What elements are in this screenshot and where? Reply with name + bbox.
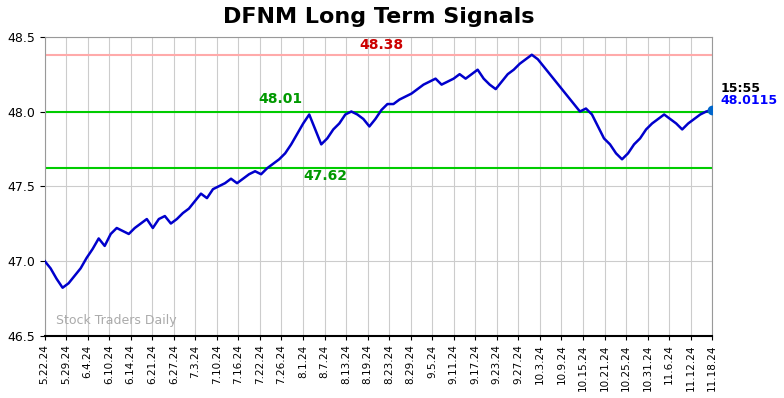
Text: 48.01: 48.01 [258,92,303,105]
Title: DFNM Long Term Signals: DFNM Long Term Signals [223,7,534,27]
Text: 15:55: 15:55 [720,82,760,95]
Text: 48.38: 48.38 [359,38,403,52]
Text: 47.62: 47.62 [303,169,347,183]
Text: 48.0115: 48.0115 [720,94,778,107]
Text: Stock Traders Daily: Stock Traders Daily [56,314,176,327]
